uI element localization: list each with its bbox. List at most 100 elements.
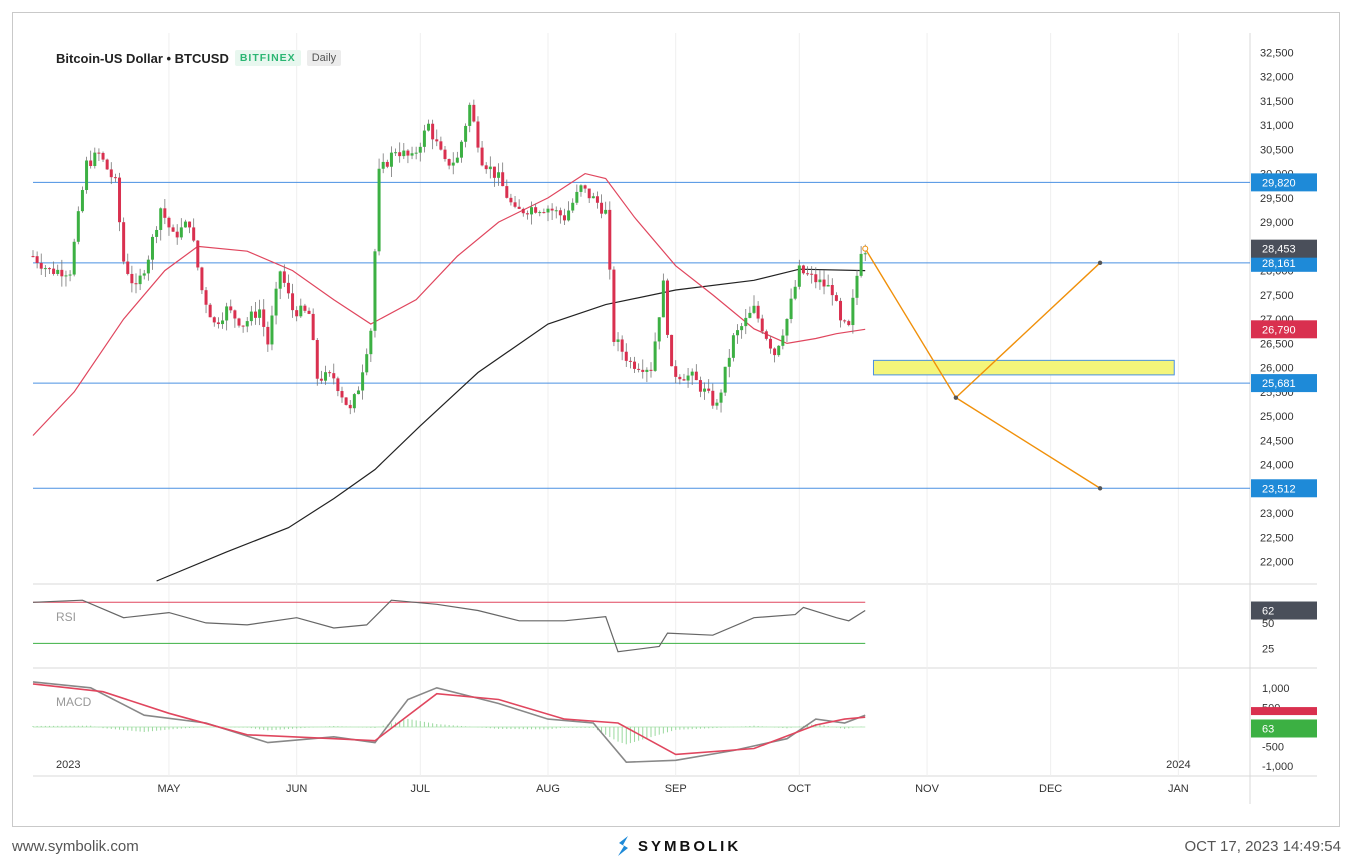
y-tick-label: 22,500 [1260,532,1294,544]
x-tick-label: MAY [157,783,181,795]
candle-up [793,286,797,299]
candle-down [620,339,624,352]
candle-down [476,121,480,148]
candle-down [764,331,768,339]
candle-down [439,141,443,150]
projection-point [953,395,959,400]
candle-up [604,209,608,214]
y-tick-label: 23,000 [1260,508,1294,520]
candle-down [237,318,241,326]
candle-up [179,227,183,238]
candle-down [101,152,105,160]
candle-up [410,153,414,156]
candle-down [188,221,192,228]
candle-up [278,271,282,289]
candle-down [192,227,196,241]
y-tick-label: 31,500 [1260,96,1294,108]
macd-tick-label: -500 [1262,742,1284,754]
candle-down [822,279,826,287]
candle-up [579,185,583,192]
candle-up [459,141,463,158]
level-price-tag: 25,681 [1262,378,1296,390]
candle-down [52,268,56,274]
rsi-label: RSI [56,610,76,624]
y-tick-label: 25,000 [1260,411,1294,423]
candle-down [385,161,389,167]
candle-up [249,311,253,322]
projection-line [955,262,1101,399]
candle-down [839,300,843,321]
candle-up [468,104,472,126]
candle-up [703,388,707,392]
candle-up [455,157,459,163]
candle-down [130,273,134,284]
y-tick-label: 26,500 [1260,338,1294,350]
candle-down [118,177,122,223]
projection-line [955,397,1101,489]
candle-up [225,306,229,321]
candle-up [538,212,542,214]
y-tick-label: 29,000 [1260,217,1294,229]
website-link[interactable]: www.symbolik.com [12,838,139,855]
candle-down [307,310,311,314]
candle-up [414,152,418,154]
candle-up [369,330,373,355]
level-price-tag: 23,512 [1262,483,1296,495]
candle-up [731,335,735,358]
candle-up [365,354,369,373]
candle-up [159,208,163,230]
candle-down [447,159,451,166]
candle-down [682,379,686,381]
candle-down [501,172,505,187]
candle-down [216,322,220,325]
candle-up [785,318,789,336]
candle-down [175,231,179,238]
candle-down [484,165,488,170]
candle-down [628,360,632,362]
x-tick-label: JAN [1168,783,1189,795]
projection-point [862,245,869,252]
candle-down [204,290,208,305]
candle-up [150,236,154,260]
candle-down [163,208,167,218]
macd-value-tag-bg [1251,719,1317,738]
candle-up [183,221,187,228]
candle-down [332,373,336,379]
candle-up [777,345,781,356]
macd-signal-line [32,683,866,756]
y-tick-label: 22,000 [1260,557,1294,569]
rsi-tick-label: 25 [1262,644,1274,656]
candle-down [105,159,109,170]
brand-name: SYMBOLIK [638,837,742,855]
exchange-badge: BITFINEX [234,50,301,66]
interval-badge[interactable]: Daily [306,50,342,66]
candle-up [394,152,398,154]
candle-up [575,191,579,203]
candle-up [719,392,723,403]
candle-down [810,273,814,275]
candle-up [270,315,274,345]
candle-down [830,285,834,296]
candle-down [196,240,200,268]
candle-up [645,369,649,372]
candle-up [723,366,727,393]
candle-down [637,368,641,370]
candles-group [31,99,867,415]
candle-down [208,304,212,318]
candle-down [806,273,810,275]
candle-up [851,297,855,326]
candle-up [715,402,719,406]
candle-down [517,206,521,209]
candle-down [171,227,175,232]
target-zone [872,359,1175,376]
candle-down [113,177,117,179]
candle-down [608,209,612,270]
candle-up [381,161,385,169]
candle-down [633,361,637,369]
x-tick-label: SEP [665,783,687,795]
x-tick-label: JUL [410,783,430,795]
y-tick-label: 26,000 [1260,363,1294,375]
candle-down [167,217,171,228]
candle-up [377,168,381,252]
